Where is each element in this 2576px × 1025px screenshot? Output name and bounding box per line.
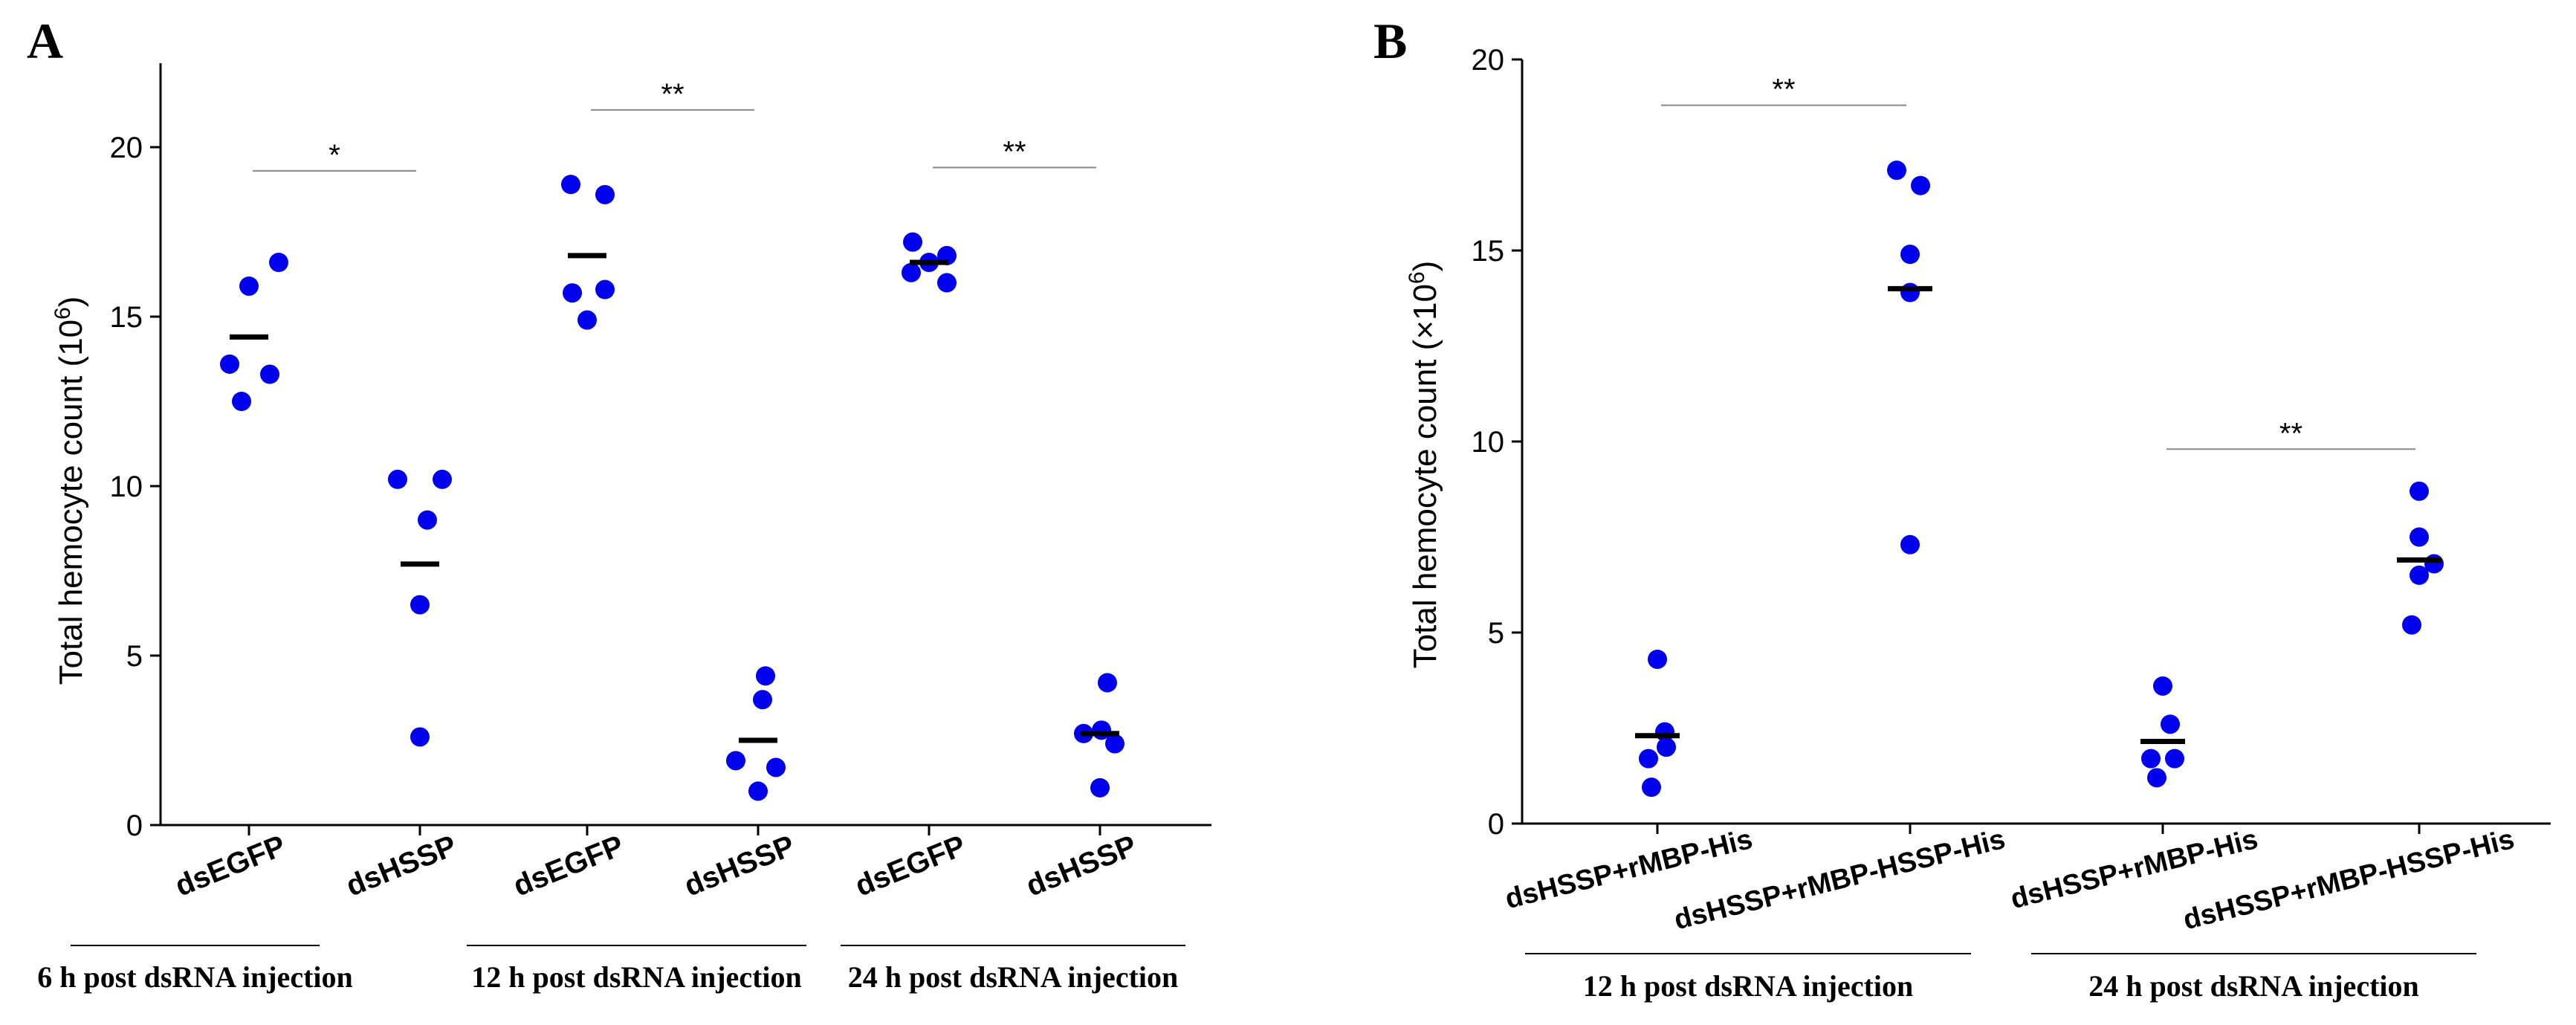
- data-point: [756, 666, 775, 686]
- x-tick-label: dsEGFP: [509, 830, 629, 903]
- data-point: [563, 283, 582, 303]
- data-point: [1105, 734, 1124, 754]
- panel-a-marks: [220, 175, 1124, 835]
- panel-a-x-tick-labels: dsEGFP dsHSSP dsEGFP dsHSSP dsEGFP dsHSSP: [171, 830, 1142, 903]
- data-point: [595, 184, 615, 204]
- x-tick-label: dsHSSP: [1022, 830, 1142, 903]
- group-label: 24 h post dsRNA injection: [2088, 969, 2419, 1003]
- group-label: 6 h post dsRNA injection: [37, 960, 353, 994]
- data-point: [388, 469, 407, 489]
- data-point: [902, 262, 921, 282]
- data-point: [1642, 777, 1661, 798]
- data-point: [577, 310, 597, 330]
- group-label: 12 h post dsRNA injection: [1583, 969, 1914, 1003]
- group-label: 12 h post dsRNA injection: [471, 960, 802, 994]
- data-point: [410, 727, 430, 747]
- data-point: [561, 175, 580, 195]
- panel-a-group-labels: 6 h post dsRNA injection 12 h post dsRNA …: [37, 945, 1185, 994]
- panel-b-y-ticks: 0 5 10 15 20: [1472, 44, 1522, 841]
- data-point: [1657, 737, 1676, 757]
- data-point: [1090, 777, 1110, 798]
- significance-label: **: [1003, 135, 1026, 168]
- panel-b: B Total hemocyte count (×106) 0 5 10 15 20 *…: [1373, 13, 2551, 1003]
- y-tick-label: 10: [1472, 426, 1505, 459]
- data-point: [2161, 714, 2180, 734]
- panel-b-x-tick-labels: dsHSSP+rMBP-HisdsHSSP+rMBP-HSSP-HisdsHSS…: [1502, 824, 2517, 936]
- data-point: [239, 276, 259, 296]
- panel-b-marks: [1635, 161, 2444, 834]
- panel-a-label: A: [27, 13, 63, 69]
- data-point: [220, 354, 239, 374]
- data-point: [1900, 282, 1920, 303]
- data-point: [903, 232, 922, 252]
- data-point: [2402, 615, 2421, 635]
- data-point: [2165, 748, 2184, 769]
- x-tick-label: dsEGFP: [171, 830, 291, 903]
- panel-a-significance: *****: [253, 78, 1096, 172]
- panel-b-y-axis-label: Total hemocyte count (×106): [1405, 261, 1443, 669]
- data-point: [1639, 748, 1658, 769]
- data-point: [753, 690, 772, 710]
- data-point: [1900, 534, 1920, 554]
- panel-a-y-ticks: 0 5 10 15 20: [110, 132, 161, 842]
- y-tick-label: 5: [1488, 617, 1504, 650]
- data-point: [1887, 161, 1906, 181]
- data-point: [766, 757, 786, 777]
- y-tick-label: 0: [1488, 808, 1504, 841]
- panel-b-group-labels: 12 h post dsRNA injection 24 h post dsRNA…: [1525, 953, 2476, 1003]
- data-point: [1911, 175, 1930, 195]
- data-point: [418, 510, 437, 530]
- y-tick-label: 5: [126, 640, 143, 673]
- data-point: [232, 392, 251, 411]
- x-tick-label: dsEGFP: [851, 830, 971, 903]
- group-label: 24 h post dsRNA injection: [848, 960, 1179, 994]
- y-tick-label: 20: [1472, 44, 1505, 77]
- data-point: [1900, 245, 1920, 265]
- data-point: [410, 595, 430, 615]
- data-point: [726, 751, 745, 771]
- data-point: [1648, 649, 1667, 669]
- data-point: [2410, 565, 2429, 585]
- y-tick-label: 10: [110, 471, 143, 503]
- y-tick-label: 15: [1472, 235, 1505, 268]
- panel-b-significance: ** **: [1661, 74, 2415, 450]
- data-point: [2153, 676, 2172, 696]
- data-point: [2410, 481, 2429, 501]
- significance-label: **: [1772, 74, 1795, 106]
- significance-label: *: [329, 139, 340, 172]
- y-tick-label: 20: [110, 132, 143, 164]
- data-point: [2410, 527, 2429, 547]
- significance-label: **: [661, 78, 684, 111]
- y-tick-label: 0: [126, 809, 143, 842]
- data-point: [748, 781, 768, 801]
- y-tick-label: 15: [110, 301, 143, 334]
- data-point: [1098, 673, 1117, 693]
- significance-label: **: [2279, 417, 2302, 450]
- data-point: [2141, 748, 2161, 769]
- x-tick-label: dsHSSP: [342, 830, 462, 903]
- data-point: [937, 273, 957, 293]
- data-point: [433, 469, 452, 489]
- data-point: [595, 279, 615, 300]
- x-tick-label: dsHSSP: [680, 830, 800, 903]
- panel-b-label: B: [1373, 13, 1407, 69]
- data-point: [260, 364, 279, 384]
- panel-a-y-axis-label: Total hemocyte count (106): [51, 297, 89, 685]
- data-point: [269, 253, 288, 273]
- data-point: [2147, 768, 2166, 788]
